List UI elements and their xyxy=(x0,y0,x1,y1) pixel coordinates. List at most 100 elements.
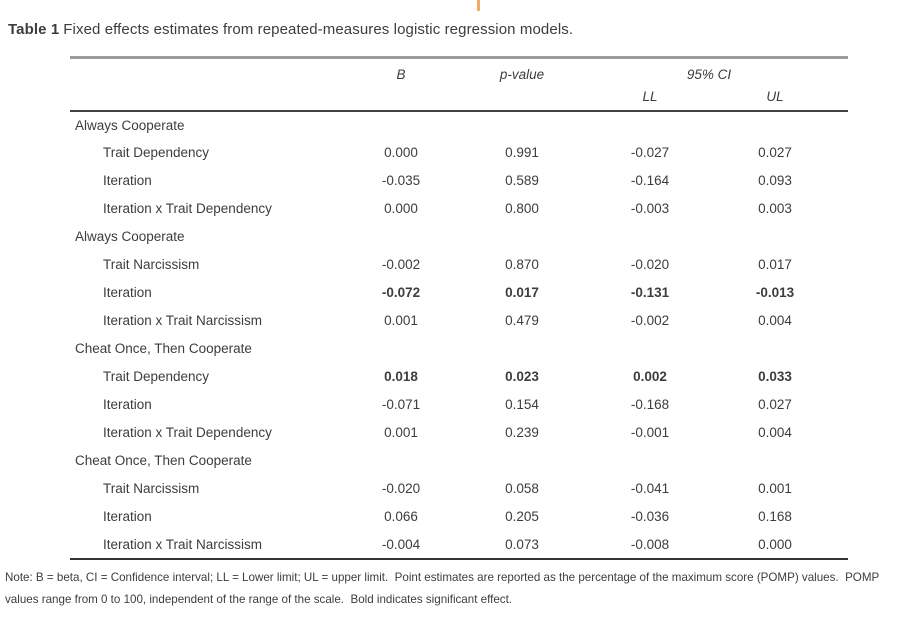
value-ll: -0.041 xyxy=(630,481,670,496)
col-header-p-value: p-value xyxy=(499,67,545,83)
value-ll: -0.036 xyxy=(630,509,670,524)
predictor-row: Iteration -0.071 0.154 -0.168 0.027 xyxy=(70,391,848,419)
table-header: B p-value 95% CI LL UL xyxy=(70,58,848,111)
row-spacer xyxy=(834,195,848,223)
predictor-label: Iteration x Trait Dependency xyxy=(103,425,272,440)
predictor-row: Iteration x Trait Narcissism -0.004 0.073 -… xyxy=(70,531,848,559)
header-row-main: B p-value 95% CI xyxy=(70,58,848,87)
header-spacer xyxy=(834,87,848,111)
value-p: 0.023 xyxy=(505,369,539,384)
value-ll: -0.008 xyxy=(630,536,670,552)
predictor-label: Iteration xyxy=(103,285,152,300)
value-b: -0.004 xyxy=(381,536,421,552)
predictor-row: Iteration 0.066 0.205 -0.036 0.168 xyxy=(70,503,848,531)
value-b: 0.001 xyxy=(384,425,418,440)
predictor-label: Trait Narcissism xyxy=(103,481,200,496)
value-b: -0.072 xyxy=(381,285,421,300)
section-header-label: Cheat Once, Then Cooperate xyxy=(75,341,252,356)
header-spacer xyxy=(834,58,848,87)
predictor-label: Trait Dependency xyxy=(103,369,210,384)
table-note: Note: B = beta, CI = Confidence interval… xyxy=(5,571,883,606)
value-ll: -0.020 xyxy=(630,257,670,272)
value-ll: -0.002 xyxy=(630,313,670,328)
predictor-label: Trait Narcissism xyxy=(103,257,200,272)
section-header-row: Cheat Once, Then Cooperate xyxy=(70,335,848,363)
value-b: 0.000 xyxy=(384,201,418,216)
section-header-row: Always Cooperate xyxy=(70,111,848,139)
row-spacer xyxy=(834,419,848,447)
predictor-label: Iteration xyxy=(103,173,152,188)
col-header-95ci: 95% CI xyxy=(686,67,732,83)
row-spacer xyxy=(834,391,848,419)
header-empty xyxy=(70,87,342,111)
row-spacer xyxy=(834,475,848,503)
value-ul: 0.004 xyxy=(758,313,792,328)
row-spacer xyxy=(834,307,848,335)
value-ll: -0.003 xyxy=(630,201,670,216)
predictor-row: Iteration x Trait Dependency 0.000 0.800 -0… xyxy=(70,195,848,223)
value-b: -0.071 xyxy=(381,397,421,412)
value-ll: -0.164 xyxy=(630,173,670,188)
predictor-row: Iteration -0.035 0.589 -0.164 0.093 xyxy=(70,167,848,195)
table-title-label: Table 1 xyxy=(8,21,60,38)
row-spacer xyxy=(834,139,848,167)
header-empty xyxy=(460,87,584,111)
value-ul: 0.004 xyxy=(758,425,792,440)
value-ul: 0.027 xyxy=(758,145,792,160)
value-ul: 0.168 xyxy=(758,509,792,524)
value-p: 0.870 xyxy=(505,257,539,272)
predictor-row: Iteration x Trait Dependency 0.001 0.239 -0… xyxy=(70,419,848,447)
value-ul: -0.013 xyxy=(755,285,795,300)
predictor-row: Trait Narcissism -0.002 0.870 -0.020 0.017 xyxy=(70,251,848,279)
value-p: 0.058 xyxy=(505,481,539,496)
predictor-label: Iteration xyxy=(103,509,152,524)
header-empty xyxy=(70,58,342,87)
section-header-label: Always Cooperate xyxy=(75,117,185,133)
table-title-text: Fixed effects estimates from repeated-me… xyxy=(63,21,574,38)
col-header-ll: LL xyxy=(642,88,658,104)
row-spacer xyxy=(834,503,848,531)
table-title: Table 1 Fixed effects estimates from repe… xyxy=(8,21,573,38)
value-b: -0.002 xyxy=(381,257,421,272)
value-p: 0.154 xyxy=(505,397,539,412)
col-header-ul: UL xyxy=(766,88,784,104)
value-p: 0.073 xyxy=(505,536,539,552)
predictor-label: Iteration x Trait Narcissism xyxy=(103,536,263,552)
value-ul: 0.027 xyxy=(758,397,792,412)
value-ul: 0.033 xyxy=(758,369,792,384)
section-header-row: Cheat Once, Then Cooperate xyxy=(70,447,848,475)
section-header-label: Cheat Once, Then Cooperate xyxy=(75,453,252,468)
value-p: 0.479 xyxy=(505,313,539,328)
value-b: 0.018 xyxy=(384,369,418,384)
value-ll: 0.002 xyxy=(633,369,667,384)
value-ll: -0.131 xyxy=(630,285,670,300)
value-ll: -0.168 xyxy=(630,397,670,412)
predictor-label: Trait Dependency xyxy=(103,145,210,160)
value-ll: -0.001 xyxy=(630,425,670,440)
value-p: 0.205 xyxy=(505,509,539,524)
value-p: 0.800 xyxy=(505,201,539,216)
row-spacer xyxy=(834,251,848,279)
value-ul: 0.093 xyxy=(758,173,792,188)
predictor-label: Iteration xyxy=(103,397,152,412)
predictor-label: Iteration x Trait Narcissism xyxy=(103,313,263,328)
value-p: 0.991 xyxy=(505,145,539,160)
table-body: Always Cooperate Trait Dependency 0.000 0.9… xyxy=(70,111,848,559)
results-table: B p-value 95% CI LL UL Always Cooperate T… xyxy=(70,56,848,560)
value-p: 0.589 xyxy=(505,173,539,188)
row-spacer xyxy=(834,279,848,307)
header-row-sub: LL UL xyxy=(70,87,848,111)
value-b: -0.035 xyxy=(381,173,421,188)
row-spacer xyxy=(834,363,848,391)
value-b: 0.001 xyxy=(384,313,418,328)
row-spacer xyxy=(834,167,848,195)
row-spacer xyxy=(834,531,848,559)
section-header-label: Always Cooperate xyxy=(75,229,185,244)
col-header-b: B xyxy=(396,67,406,83)
predictor-row: Iteration -0.072 0.017 -0.131 -0.013 xyxy=(70,279,848,307)
predictor-label: Iteration x Trait Dependency xyxy=(103,201,272,216)
value-b: 0.066 xyxy=(384,509,418,524)
value-p: 0.239 xyxy=(505,425,539,440)
value-ul: 0.001 xyxy=(758,481,792,496)
value-p: 0.017 xyxy=(505,285,539,300)
